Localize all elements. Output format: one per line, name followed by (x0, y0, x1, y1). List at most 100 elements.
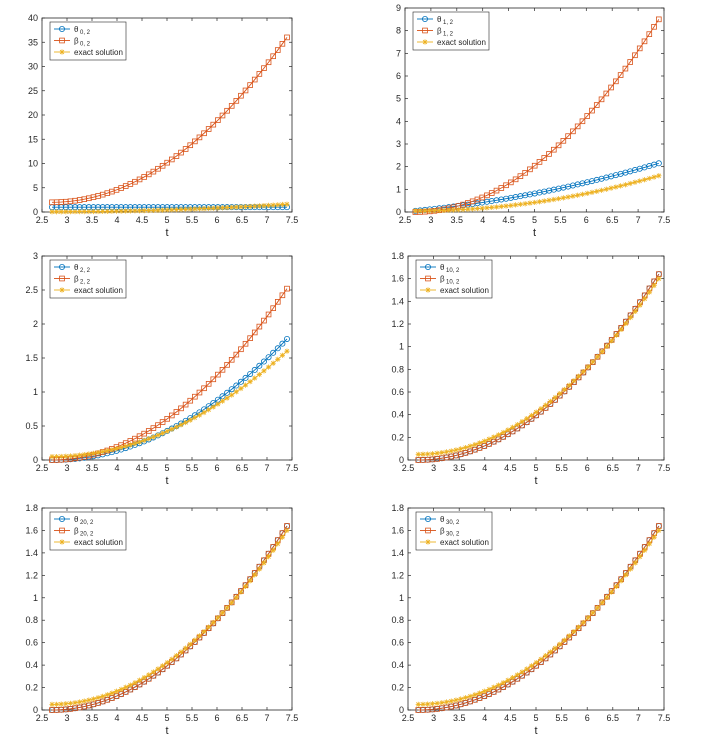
legend-label: exact solution (437, 38, 486, 47)
data-point-marker (541, 198, 547, 204)
data-point-marker (284, 527, 290, 534)
data-point-marker (196, 412, 203, 418)
data-point-marker (522, 170, 528, 176)
data-point-marker (159, 419, 166, 425)
data-point-marker (192, 415, 198, 421)
y-tick-label: 2.5 (25, 285, 38, 295)
data-point-marker (580, 619, 586, 626)
data-point-marker (150, 434, 156, 440)
data-point-marker (233, 389, 239, 395)
data-point-marker (422, 208, 428, 214)
data-point-marker (270, 360, 276, 366)
data-point-marker (155, 422, 161, 428)
data-point-marker (531, 162, 538, 169)
data-point-marker (205, 381, 212, 387)
data-point-marker (594, 188, 600, 194)
x-axis-label: t (165, 475, 168, 487)
x-tick-label: 7 (636, 215, 641, 225)
data-point-marker (472, 442, 478, 448)
data-point-marker (608, 185, 614, 191)
data-point-marker (618, 183, 624, 189)
data-point-marker (192, 637, 198, 643)
data-point-marker (182, 401, 189, 408)
data-point-marker (467, 443, 473, 449)
data-point-marker (476, 440, 483, 446)
data-point-marker (178, 206, 184, 213)
series-exact (412, 173, 662, 214)
y-tick-label: 0.2 (391, 683, 404, 693)
data-point-marker (58, 701, 64, 707)
data-point-marker (524, 666, 530, 672)
x-tick-label: 4 (482, 713, 487, 723)
data-point-marker (441, 207, 447, 213)
legend-label: β (440, 527, 445, 536)
data-point-marker (173, 409, 180, 415)
data-point-marker (284, 285, 290, 292)
x-tick-label: 4 (114, 215, 119, 225)
data-point-marker (206, 407, 212, 413)
data-point-marker (95, 449, 101, 456)
data-point-marker (261, 203, 267, 209)
data-point-marker (169, 426, 175, 432)
data-point-marker (215, 615, 221, 621)
legend-marker (59, 25, 66, 32)
y-tick-label: 9 (396, 3, 401, 13)
data-point-marker (145, 428, 152, 434)
legend-box (49, 21, 127, 61)
data-point-marker (427, 208, 433, 214)
x-tick-label: 6.5 (236, 713, 249, 723)
data-point-marker (651, 24, 657, 30)
data-point-marker (192, 393, 198, 400)
data-point-marker (472, 692, 478, 698)
data-point-marker (159, 162, 166, 169)
legend-box (412, 11, 490, 51)
data-point-marker (252, 203, 258, 209)
legend-marker (425, 287, 431, 293)
data-point-marker (632, 308, 638, 315)
data-point-marker (627, 180, 633, 187)
data-point-marker (182, 146, 189, 152)
data-point-marker (86, 208, 92, 215)
data-point-marker (594, 354, 601, 360)
data-point-marker (453, 447, 459, 453)
data-point-marker (651, 534, 657, 540)
data-point-marker (279, 292, 286, 299)
data-point-marker (425, 701, 431, 707)
data-point-marker (100, 208, 106, 215)
legend-marker (421, 15, 428, 22)
data-point-marker (486, 436, 492, 442)
data-point-marker (575, 192, 581, 198)
data-point-marker (557, 390, 563, 397)
legend-subscript: 2, 2 (80, 268, 91, 274)
data-point-marker (474, 205, 481, 212)
data-point-marker (446, 207, 452, 213)
data-point-marker (109, 690, 115, 696)
x-tick-label: 5 (164, 463, 169, 473)
series-line (418, 278, 660, 455)
data-point-marker (77, 452, 83, 458)
legend-label: θ (440, 263, 445, 272)
y-tick-label: 0 (399, 455, 404, 465)
x-tick-label: 6 (214, 713, 219, 723)
data-point-marker (415, 451, 421, 457)
data-point-marker (429, 701, 435, 707)
data-point-marker (570, 193, 576, 199)
y-tick-label: 15 (28, 134, 38, 144)
data-point-marker (579, 118, 586, 125)
x-axis-label: t (534, 725, 537, 737)
data-point-marker (274, 345, 281, 352)
data-point-marker (215, 371, 221, 378)
data-point-marker (265, 59, 272, 66)
y-tick-label: 0 (33, 207, 38, 217)
x-tick-label: 5 (164, 215, 169, 225)
y-tick-label: 1.6 (391, 525, 404, 535)
data-point-marker (247, 203, 253, 210)
data-point-marker (95, 695, 101, 701)
data-point-marker (229, 600, 235, 606)
data-point-marker (275, 541, 281, 547)
data-point-marker (550, 146, 557, 153)
data-point-marker (67, 700, 74, 706)
data-point-marker (270, 53, 276, 60)
data-point-marker (173, 153, 180, 159)
